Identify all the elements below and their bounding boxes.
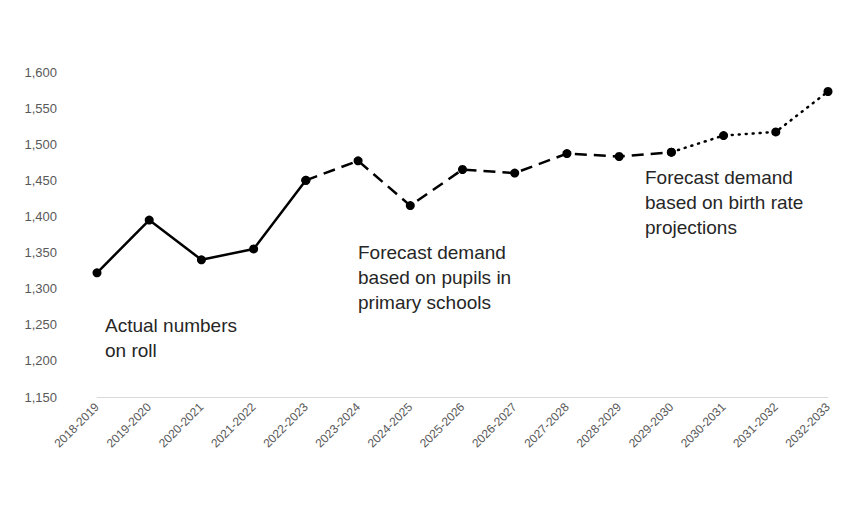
svg-text:2026-2027: 2026-2027 bbox=[469, 400, 520, 451]
svg-text:2027-2028: 2027-2028 bbox=[521, 400, 572, 451]
svg-text:primary schools: primary schools bbox=[358, 292, 491, 313]
svg-text:1,450: 1,450 bbox=[24, 173, 57, 188]
svg-text:1,600: 1,600 bbox=[24, 65, 57, 80]
svg-text:1,300: 1,300 bbox=[24, 281, 57, 296]
svg-text:2025-2026: 2025-2026 bbox=[417, 400, 468, 451]
svg-text:Actual numbers: Actual numbers bbox=[105, 315, 237, 336]
svg-text:2021-2022: 2021-2022 bbox=[208, 400, 259, 451]
svg-text:2022-2023: 2022-2023 bbox=[260, 400, 311, 451]
svg-text:Forecast demand: Forecast demand bbox=[358, 242, 506, 263]
svg-text:Forecast demand: Forecast demand bbox=[645, 167, 793, 188]
svg-text:based on birth rate: based on birth rate bbox=[645, 192, 803, 213]
svg-text:2031-2032: 2031-2032 bbox=[730, 400, 781, 451]
svg-text:1,250: 1,250 bbox=[24, 317, 57, 332]
svg-text:1,400: 1,400 bbox=[24, 209, 57, 224]
svg-text:1,200: 1,200 bbox=[24, 353, 57, 368]
svg-text:on roll: on roll bbox=[105, 340, 157, 361]
svg-text:1,500: 1,500 bbox=[24, 137, 57, 152]
svg-text:2032-2033: 2032-2033 bbox=[783, 400, 834, 451]
svg-text:1,550: 1,550 bbox=[24, 101, 57, 116]
svg-text:2029-2030: 2029-2030 bbox=[626, 400, 677, 451]
svg-text:1,350: 1,350 bbox=[24, 245, 57, 260]
svg-text:2028-2029: 2028-2029 bbox=[574, 400, 625, 451]
svg-text:2019-2020: 2019-2020 bbox=[104, 400, 155, 451]
svg-text:projections: projections bbox=[645, 217, 737, 238]
svg-text:2018-2019: 2018-2019 bbox=[52, 400, 103, 451]
svg-text:1,150: 1,150 bbox=[24, 390, 57, 405]
svg-text:2023-2024: 2023-2024 bbox=[313, 400, 364, 451]
svg-text:2020-2021: 2020-2021 bbox=[156, 400, 207, 451]
svg-text:based on pupils in: based on pupils in bbox=[358, 267, 511, 288]
svg-text:2024-2025: 2024-2025 bbox=[365, 400, 416, 451]
svg-text:2030-2031: 2030-2031 bbox=[678, 400, 729, 451]
